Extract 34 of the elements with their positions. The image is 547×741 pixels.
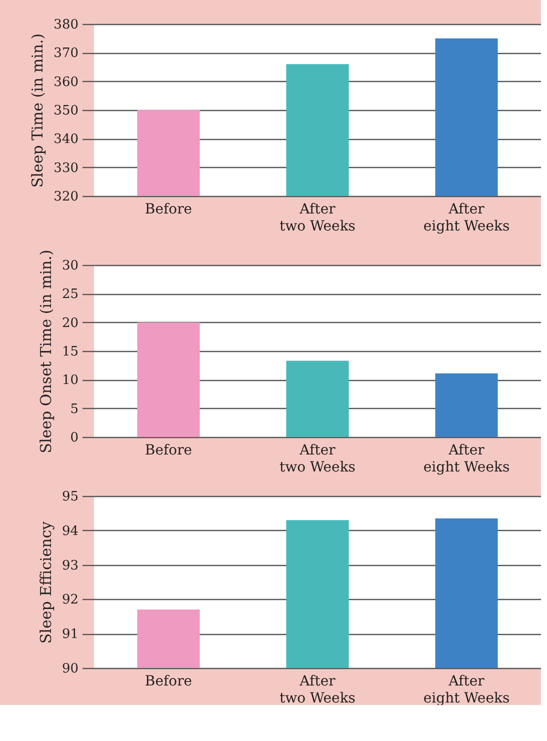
y-tick-label: 10 xyxy=(62,373,78,388)
x-tick-label: Before xyxy=(144,442,192,458)
y-tick-label: 15 xyxy=(62,344,78,360)
y-tick-label: 30 xyxy=(62,258,78,274)
y-tick-label: 330 xyxy=(54,160,78,176)
y-axis-title: Sleep Time (in min.) xyxy=(28,33,47,188)
bar xyxy=(286,360,349,437)
y-tick-label: 350 xyxy=(54,104,78,118)
x-tick-label: Before xyxy=(144,202,192,218)
x-tick-label: Before xyxy=(144,674,192,690)
x-tick-label: After two Weeks xyxy=(280,442,356,476)
y-axis-title: Sleep Efficiency xyxy=(36,520,55,644)
x-tick-label: After two Weeks xyxy=(280,202,356,234)
bar xyxy=(435,373,498,437)
x-tick-label: After eight Weeks xyxy=(423,442,510,476)
y-tick-label: 0 xyxy=(70,430,78,446)
bar xyxy=(137,322,200,437)
y-tick-label: 370 xyxy=(54,46,78,62)
y-tick-label: 20 xyxy=(62,316,78,331)
y-tick-label: 5 xyxy=(70,402,78,417)
y-tick-label: 95 xyxy=(62,490,78,504)
y-tick-label: 320 xyxy=(54,190,78,204)
y-tick-label: 90 xyxy=(62,662,78,676)
y-tick-label: 93 xyxy=(62,558,78,574)
y-axis-title: Sleep Onset Time (in min.) xyxy=(36,250,55,454)
y-tick-label: 340 xyxy=(54,132,78,148)
y-tick-label: 380 xyxy=(54,18,78,32)
y-tick-label: 91 xyxy=(62,627,78,642)
y-tick-label: 94 xyxy=(62,524,78,539)
y-tick-label: 360 xyxy=(54,74,78,90)
x-tick-label: After two Weeks xyxy=(280,674,356,706)
x-tick-label: After eight Weeks xyxy=(423,202,510,234)
y-tick-label: 25 xyxy=(62,287,78,302)
y-tick-label: 92 xyxy=(62,592,78,608)
